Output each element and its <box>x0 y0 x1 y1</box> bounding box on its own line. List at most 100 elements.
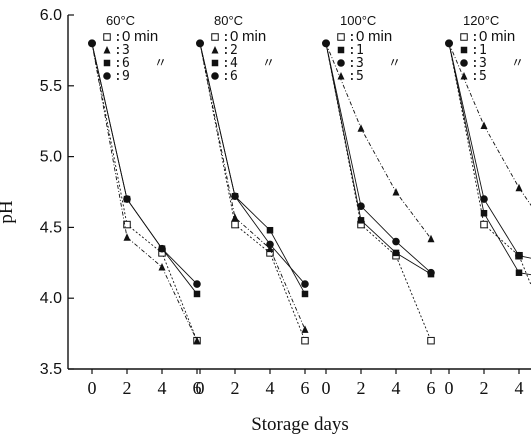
series-line <box>199 43 306 330</box>
legend-colon: : <box>348 69 356 84</box>
legend-colon: : <box>471 56 479 71</box>
legend-label: 6 <box>230 69 238 84</box>
x-tick-label: 0 <box>322 378 331 398</box>
filled-circle-marker <box>427 268 435 277</box>
legend-colon: : <box>348 43 356 58</box>
series-line <box>199 43 306 341</box>
legend-unit: min <box>491 28 515 45</box>
y-tick-label: 5.5 <box>40 78 62 95</box>
panel-title: 80°C <box>214 13 243 28</box>
filled-circle-marker <box>357 202 365 210</box>
legend-label: 5 <box>479 69 487 84</box>
panel-title: 100°C <box>340 13 376 28</box>
filled-triangle-marker <box>123 233 131 241</box>
legend-label: 3 <box>356 56 364 71</box>
chart-panel: 100°C: 0 min: 1: 3 〃: 5 <box>322 13 435 345</box>
legend-label: 3 <box>122 43 130 58</box>
chart-panel: 60°C: 0 min: 3: 6 〃: 9 <box>88 13 201 345</box>
series-line <box>448 43 531 276</box>
legend-label: 0 <box>230 28 238 45</box>
filled-triangle-marker <box>103 46 111 54</box>
legend-label: 0 <box>479 28 487 45</box>
filled-square-marker <box>480 209 488 217</box>
open-square-marker <box>460 33 468 41</box>
legend-colon: : <box>471 69 479 84</box>
data-series <box>199 43 309 345</box>
panel-legend: :0 min: 2: 4 〃: 6 <box>211 28 275 84</box>
filled-triangle-marker <box>357 124 365 132</box>
legend-label: 5 <box>356 69 364 84</box>
open-square-marker <box>211 33 219 41</box>
x-tick-label: 4 <box>392 378 401 398</box>
filled-square-marker <box>103 59 111 67</box>
data-series <box>448 43 531 276</box>
y-tick-label: 3.5 <box>40 361 62 378</box>
open-square-marker <box>231 220 239 229</box>
y-tick-label: 5.0 <box>40 149 62 166</box>
x-tick-label: 4 <box>158 378 167 398</box>
legend-colon: : <box>222 30 230 45</box>
filled-triangle-marker <box>480 121 488 129</box>
open-square-marker <box>123 220 131 229</box>
legend-label: 6 <box>122 56 130 71</box>
filled-circle-marker <box>193 280 201 288</box>
y-axis-title: pH <box>0 200 17 224</box>
chart-panel: 120°C: 0 min: 1: 3 〃: 5 <box>445 13 531 287</box>
filled-triangle-marker <box>515 183 523 192</box>
data-series <box>91 43 201 298</box>
data-series <box>448 43 531 287</box>
open-square-marker <box>480 220 488 229</box>
x-tick-label: 6 <box>193 378 202 398</box>
panel-legend: :0 min: 3: 6 〃: 9 <box>103 28 167 84</box>
filled-circle-marker <box>301 280 309 288</box>
filled-triangle-marker <box>193 336 201 345</box>
data-series <box>199 43 309 298</box>
filled-square-marker <box>301 290 309 298</box>
legend-ditto: 〃 <box>388 56 401 71</box>
x-tick-label: 0 <box>196 378 205 398</box>
start-point-marker <box>88 39 96 48</box>
x-tick-label: 6 <box>427 378 436 398</box>
start-point-marker <box>445 39 453 48</box>
filled-triangle-marker <box>266 244 274 253</box>
y-tick-label: 4.0 <box>40 290 62 307</box>
start-point-marker <box>322 39 330 48</box>
open-square-marker <box>337 33 345 41</box>
data-series <box>91 43 201 345</box>
legend-colon: : <box>222 56 230 71</box>
filled-circle-marker <box>231 192 239 201</box>
legend-colon: : <box>222 43 230 58</box>
filled-square-marker <box>337 46 345 54</box>
filled-square-marker <box>460 46 468 54</box>
legend-label: 2 <box>230 43 238 58</box>
series-line <box>199 43 306 295</box>
series-line <box>91 43 198 341</box>
filled-circle-marker <box>123 195 131 203</box>
legend-colon: : <box>114 69 122 84</box>
y-tick-label: 6.0 <box>40 7 62 24</box>
legend-label: 1 <box>479 43 487 58</box>
legend-colon: : <box>114 30 122 45</box>
legend-label: 0 <box>122 28 130 45</box>
chart-panel: 80°C: 0 min: 2: 4 〃: 6 <box>196 13 309 345</box>
filled-square-marker <box>266 226 274 234</box>
legend-colon: : <box>114 43 122 58</box>
panel-title: 120°C <box>463 13 499 28</box>
filled-triangle-marker <box>301 325 309 333</box>
filled-triangle-marker <box>427 234 435 243</box>
filled-square-marker <box>515 269 523 276</box>
legend-label: 3 <box>479 56 487 71</box>
filled-circle-marker <box>211 72 219 80</box>
y-tick-label: 4.5 <box>40 219 62 236</box>
filled-square-marker <box>392 249 400 257</box>
x-tick-label: 2 <box>123 378 132 398</box>
data-series <box>199 43 309 288</box>
x-tick-label: 4 <box>266 378 275 398</box>
legend-unit: min <box>242 28 266 45</box>
panel-legend: :0 min: 1: 3 〃: 5 <box>337 28 401 84</box>
series-line <box>325 43 432 274</box>
filled-circle-marker <box>103 72 111 80</box>
x-tick-label: 2 <box>231 378 240 398</box>
legend-colon: : <box>471 30 479 45</box>
filled-circle-marker <box>392 237 400 246</box>
